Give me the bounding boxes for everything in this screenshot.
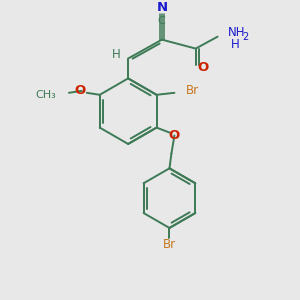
Text: Br: Br [163, 238, 176, 251]
Text: N: N [156, 1, 167, 14]
Text: NH: NH [227, 26, 245, 39]
Text: C: C [157, 16, 165, 26]
Text: H: H [230, 38, 239, 51]
Text: Br: Br [186, 84, 200, 97]
Text: O: O [74, 84, 85, 97]
Text: H: H [112, 48, 121, 61]
Text: CH₃: CH₃ [35, 90, 56, 100]
Text: 2: 2 [242, 32, 249, 42]
Text: O: O [169, 129, 180, 142]
Text: O: O [197, 61, 208, 74]
